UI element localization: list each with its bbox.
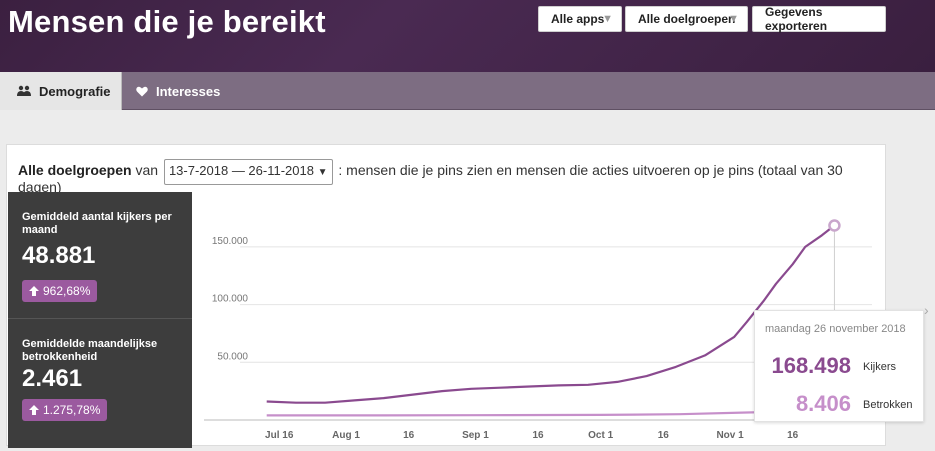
tab-demografie[interactable]: Demografie	[0, 72, 122, 110]
x-tick-label: Aug 1	[332, 430, 360, 441]
people-icon	[17, 85, 31, 96]
tab-interesses[interactable]: Interesses	[122, 72, 242, 110]
y-tick-label: 50.000	[217, 351, 248, 362]
all-apps-dropdown[interactable]: Alle apps ▼	[538, 6, 622, 32]
stat-change-badge: 1.275,78%	[22, 399, 108, 421]
x-tick-label: 16	[787, 430, 799, 441]
arrow-up-icon	[29, 286, 39, 296]
chart-tooltip: maandag 26 november 2018 168.498 Kijkers…	[754, 310, 924, 422]
reach-summary: Alle doelgroepen van 13-7-2018 — 26-11-2…	[18, 159, 878, 185]
arrow-up-icon	[29, 405, 39, 415]
summary-text-line2: dagen)	[18, 179, 62, 195]
stat-value: 2.461	[22, 365, 83, 392]
date-range-selector[interactable]: 13-7-2018 — 26-11-2018 ▼	[163, 159, 333, 185]
stat-avg-viewers: Gemiddeld aantal kijkers per maand 48.88…	[8, 192, 192, 318]
tooltip-betrokken-label: Betrokken	[863, 399, 913, 411]
x-tick-label: Jul 16	[265, 430, 294, 441]
page-header: Mensen die je bereikt Alle apps ▼ Alle d…	[0, 0, 935, 72]
audience-label: Alle doelgroepen	[18, 162, 132, 178]
tooltip-betrokken-value: 8.406	[795, 391, 851, 416]
x-tick-label: Oct 1	[588, 430, 613, 441]
series-line-kijkers	[266, 224, 836, 404]
series-line-betrokken	[266, 409, 835, 417]
all-audiences-dropdown[interactable]: Alle doelgroepen ▼	[625, 6, 748, 32]
tab-demografie-label: Demografie	[39, 83, 111, 99]
all-audiences-label: Alle doelgroepen	[638, 12, 736, 26]
tab-bar: Demografie Interesses	[0, 72, 935, 110]
chevron-down-icon: ▼	[602, 13, 613, 25]
tooltip-kijkers-value: 168.498	[771, 353, 851, 378]
x-tick-label: Nov 1	[716, 430, 744, 441]
heart-icon	[136, 86, 148, 96]
line-chart: 50.000 100.000 150.000 Jul 16 Aug 1 16 Sep 1 16…	[204, 219, 872, 441]
date-range-value: 13-7-2018 — 26-11-2018	[168, 163, 314, 178]
stat-label: Gemiddelde maandelijkse betrokkenheid	[22, 338, 158, 363]
stat-value: 48.881	[22, 242, 96, 269]
x-tick-label: 16	[403, 430, 415, 441]
x-tick-label: Sep 1	[462, 430, 489, 441]
divider	[8, 318, 192, 319]
summary-text: : mensen die je pins zien en mensen die …	[338, 162, 843, 178]
chevron-down-icon: ▼	[728, 13, 739, 25]
stat-label: Gemiddeld aantal kijkers per maand	[22, 211, 172, 236]
tab-interesses-label: Interesses	[156, 83, 221, 99]
page-title: Mensen die je bereikt	[8, 4, 326, 39]
stat-change-value: 962,68%	[43, 284, 91, 298]
caret-down-icon: ▼	[317, 167, 328, 178]
export-data-button[interactable]: Gegevens exporteren	[752, 5, 886, 33]
x-tick-label: 16	[532, 430, 544, 441]
reach-chart: 50.000 100.000 150.000 Jul 16 Aug 1 16 Sep 1 16…	[192, 192, 886, 446]
stat-change-badge: 962,68%	[22, 280, 98, 302]
all-apps-label: Alle apps	[551, 12, 605, 26]
stat-avg-engagement: Gemiddelde maandelijkse betrokkenheid 2.…	[8, 319, 192, 448]
hover-point-kijkers	[828, 219, 841, 232]
y-tick-label: 100.000	[212, 294, 249, 305]
y-tick-label: 150.000	[212, 236, 249, 247]
chevron-right-icon[interactable]: ›	[924, 302, 929, 318]
from-word: van	[135, 162, 159, 178]
tooltip-date: maandag 26 november 2018	[765, 323, 906, 335]
tooltip-kijkers-label: Kijkers	[863, 361, 897, 373]
export-data-label: Gegevens exporteren	[765, 5, 828, 33]
x-tick-label: 16	[658, 430, 670, 441]
stat-change-value: 1.275,78%	[43, 403, 101, 417]
stats-panel: Gemiddeld aantal kijkers per maand 48.88…	[8, 192, 192, 448]
